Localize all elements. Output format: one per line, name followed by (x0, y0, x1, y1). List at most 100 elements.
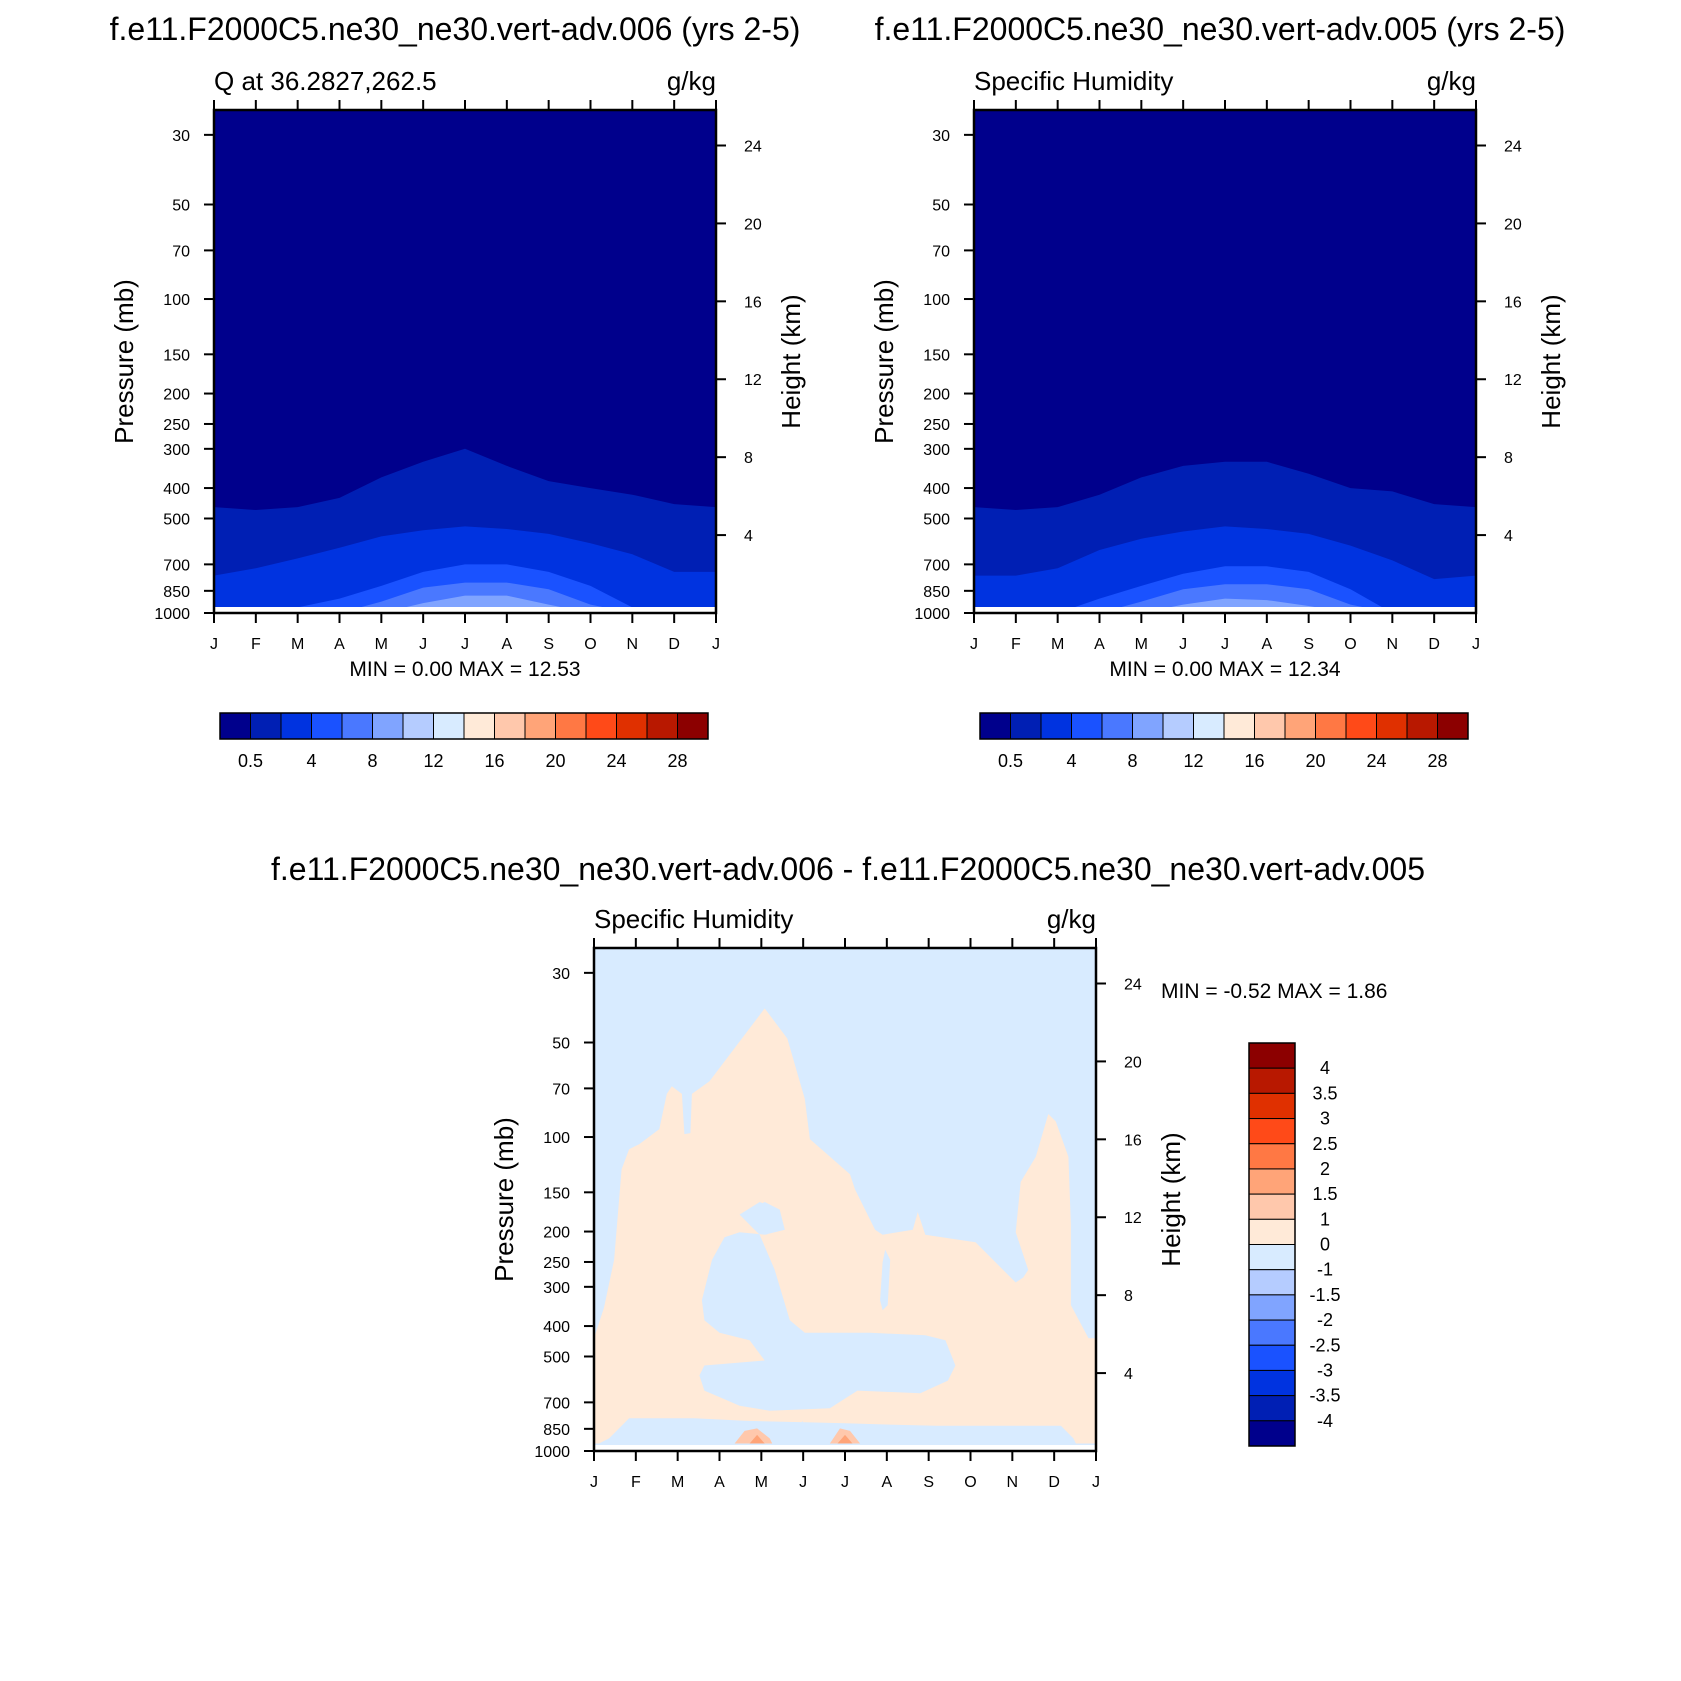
diff-negative-hole (699, 1202, 956, 1411)
diff-spot-1-core (749, 1434, 765, 1444)
colorbar-label: -3 (1317, 1360, 1333, 1380)
pressure-tick-label: 30 (552, 966, 570, 983)
pressure-tick-label: 50 (552, 1036, 570, 1053)
month-label: A (881, 1474, 892, 1491)
right-panel: J F M A M J J A S O N D J 30 50 70 100 150 200 250 300 400 500… (869, 66, 1566, 681)
height-tick-label: 4 (744, 528, 753, 545)
pressure-tick-label: 500 (163, 511, 190, 528)
colorbar-label: 28 (667, 751, 687, 771)
colorbar-swatch (219, 712, 251, 740)
colorbar-swatch (524, 712, 556, 740)
pressure-tick-label: 850 (543, 1422, 570, 1439)
height-tick-label: 24 (1124, 976, 1142, 993)
height-tick-label: 24 (1504, 138, 1522, 155)
subtitle-left: Q at 36.2827,262.5 (214, 66, 437, 96)
colorbar-swatch (1248, 1193, 1296, 1220)
month-label: O (964, 1474, 976, 1491)
colorbar-swatch (1248, 1395, 1296, 1422)
colorbar-swatch (494, 712, 526, 740)
month-label: D (668, 636, 680, 653)
pressure-tick-label: 250 (543, 1255, 570, 1272)
colorbar-frame (219, 712, 709, 740)
colorbar-swatch (1223, 712, 1255, 740)
height-tick-label: 12 (1504, 372, 1522, 389)
subtitle-right: g/kg (1047, 904, 1096, 934)
height-tick-label: 16 (1124, 1132, 1142, 1149)
month-label: J (210, 636, 218, 653)
colorbar-label: 0.5 (998, 751, 1023, 771)
max-value: 12.53 (528, 658, 581, 681)
colorbar-swatch (433, 712, 465, 740)
height-tick-label: 24 (744, 138, 762, 155)
month-label: J (970, 636, 978, 653)
pressure-tick-label: 1000 (914, 606, 950, 623)
height-tick-label: 8 (1124, 1288, 1133, 1305)
left-colorbar: 0.5 4 8 12 16 20 24 28 (219, 712, 709, 771)
month-label: N (1007, 1474, 1019, 1491)
month-label: J (461, 636, 469, 653)
colorbar-swatch (1376, 712, 1408, 740)
month-label: D (1428, 636, 1440, 653)
pressure-tick-label: 850 (163, 584, 190, 601)
month-label: J (1472, 636, 1480, 653)
colorbar-swatch (1248, 1244, 1296, 1271)
height-tick-label: 12 (1124, 1210, 1142, 1227)
colorbar-swatch (372, 712, 404, 740)
month-label: J (1221, 636, 1229, 653)
pressure-tick-label: 150 (923, 347, 950, 364)
pressure-tick-label: 700 (163, 557, 190, 574)
pressure-tick-label: 50 (172, 198, 190, 215)
month-label: J (712, 636, 720, 653)
y-axis-label: Pressure (mb) (489, 1117, 519, 1282)
colorbar-swatch (555, 712, 587, 740)
y-axis-label-right: Height (km) (1536, 294, 1566, 428)
colorbar-swatch (1248, 1067, 1296, 1094)
pressure-tick-label: 400 (923, 481, 950, 498)
colorbar-frame (1248, 1042, 1296, 1447)
colorbar-label: 1.5 (1312, 1184, 1337, 1204)
pressure-tick-label: 300 (163, 442, 190, 459)
subtitle-right: g/kg (667, 66, 716, 96)
colorbar-swatch (280, 712, 312, 740)
month-label: A (334, 636, 345, 653)
pressure-tick-label: 150 (543, 1185, 570, 1202)
colorbar-label: 12 (1183, 751, 1203, 771)
pressure-tick-label: 700 (543, 1395, 570, 1412)
pressure-tick-label: 400 (543, 1319, 570, 1336)
diff-colorbar: 4 3.5 3 2.5 2 1.5 1 0 -1 -1.5 -2 -2.5 -3 -3.5 -4 (1248, 1042, 1341, 1447)
colorbar-swatch (979, 712, 1011, 740)
colorbar-label: 4 (1066, 751, 1076, 771)
height-tick-label: 20 (744, 216, 762, 233)
colorbar-swatch (646, 712, 678, 740)
surface-strip (214, 607, 716, 613)
max-label: MAX = (1277, 980, 1346, 1003)
diff-positive-region (594, 1008, 1096, 1444)
pressure-tick-label: 500 (923, 511, 950, 528)
height-tick-label: 20 (1124, 1054, 1142, 1071)
colorbar-swatch (1248, 1218, 1296, 1245)
pressure-tick-label: 70 (932, 243, 950, 260)
right-panel-title: f.e11.F2000C5.ne30_ne30.vert-adv.005 (yr… (875, 11, 1566, 47)
colorbar-swatch (677, 712, 709, 740)
colorbar-label: 3 (1320, 1109, 1330, 1129)
month-label: J (841, 1474, 849, 1491)
month-label: M (1051, 636, 1064, 653)
colorbar-label: 20 (545, 751, 565, 771)
month-label: M (1135, 636, 1148, 653)
pressure-tick-label: 1000 (154, 606, 190, 623)
month-label: S (1303, 636, 1314, 653)
height-tick-label: 4 (1504, 528, 1513, 545)
pressure-tick-label: 400 (163, 481, 190, 498)
min-max-text: MIN = -0.52 MAX = 1.86 (1161, 980, 1387, 1003)
colorbar-swatch (1040, 712, 1072, 740)
colorbar-label: 28 (1427, 751, 1447, 771)
subtitle-left: Specific Humidity (594, 904, 793, 934)
diff-negative-hole (880, 1249, 891, 1311)
colorbar-swatch (1406, 712, 1438, 740)
colorbar-label: 4 (306, 751, 316, 771)
colorbar-swatch (1248, 1269, 1296, 1296)
height-tick-label: 8 (1504, 450, 1513, 467)
month-label: A (1261, 636, 1272, 653)
pressure-tick-label: 70 (552, 1081, 570, 1098)
